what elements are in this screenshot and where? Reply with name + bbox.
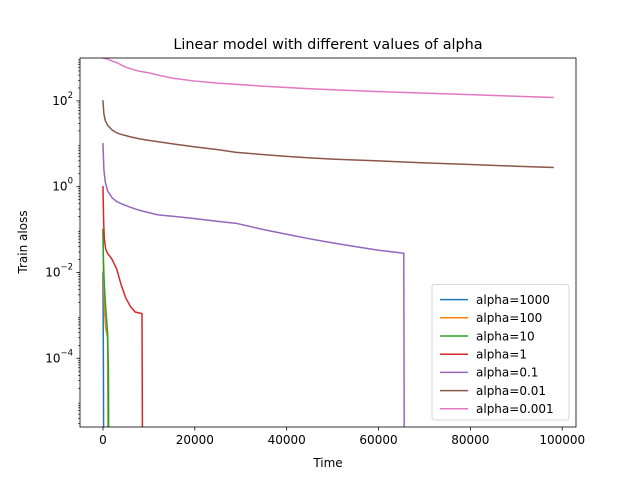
x-axis: 0 20000 40000 60000 80000 100000 <box>99 427 585 447</box>
legend-label-3: alpha=1 <box>476 348 527 362</box>
x-tick-label: 40000 <box>268 433 306 447</box>
legend-label-1: alpha=100 <box>476 311 542 325</box>
series-line-2 <box>102 228 110 427</box>
y-tick-label: 10−2 <box>45 262 73 279</box>
x-tick-label: 20000 <box>176 433 214 447</box>
x-tick-label: 80000 <box>451 433 489 447</box>
legend-label-4: alpha=0.1 <box>476 366 538 380</box>
y-axis-label: Train aloss <box>16 210 30 274</box>
y-axis: 10−4 10−2 100 102 <box>45 59 80 424</box>
series-line-0 <box>102 271 105 427</box>
x-tick-label: 100000 <box>539 433 585 447</box>
series-line-5 <box>102 100 554 169</box>
legend-label-2: alpha=10 <box>476 329 535 343</box>
y-tick-label: 10−4 <box>45 348 73 365</box>
series-layer <box>102 58 554 427</box>
legend-label-5: alpha=0.01 <box>476 384 546 398</box>
x-axis-label: Time <box>312 456 342 470</box>
legend-label-6: alpha=0.001 <box>476 402 554 416</box>
series-line-3 <box>102 185 144 427</box>
y-tick-label: 102 <box>52 91 73 108</box>
x-tick-label: 0 <box>99 433 107 447</box>
x-tick-label: 60000 <box>359 433 397 447</box>
y-tick-label: 100 <box>52 177 73 194</box>
chart-title: Linear model with different values of al… <box>173 37 482 53</box>
series-line-6 <box>102 58 554 99</box>
legend-label-0: alpha=1000 <box>476 293 550 307</box>
legend: alpha=1000 alpha=100 alpha=10 alpha=1 alpha=… <box>431 284 570 421</box>
series-line-4 <box>102 143 405 427</box>
